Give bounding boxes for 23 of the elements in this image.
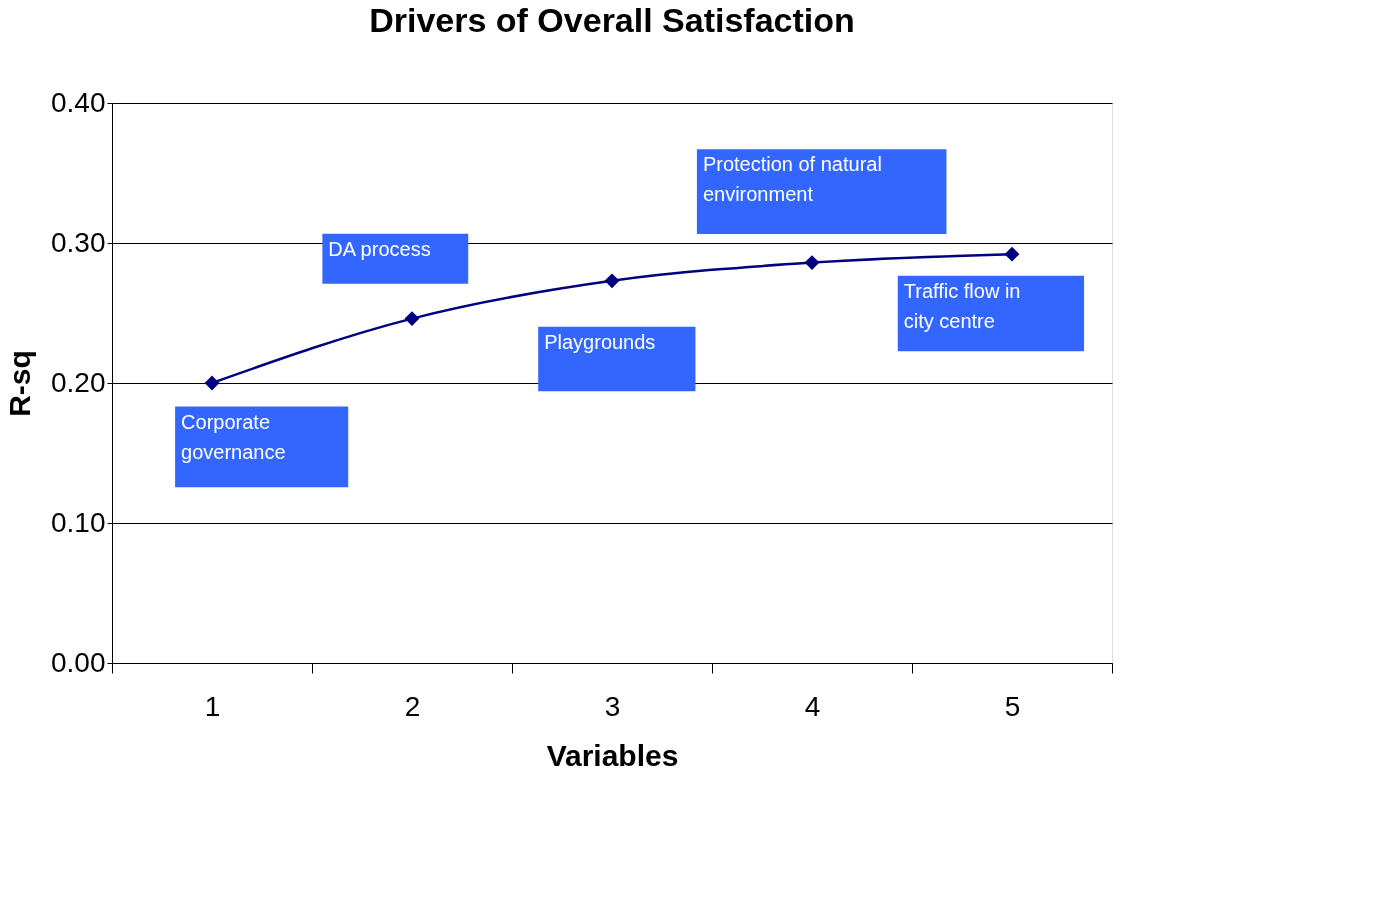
y-tick-label: 0.30 <box>51 226 106 258</box>
point <box>604 273 620 289</box>
point <box>404 311 420 327</box>
x-tick-label: 2 <box>404 690 421 722</box>
point <box>204 375 220 391</box>
annotation: Corporate governance <box>181 410 286 463</box>
y-axis-title: R-sq <box>3 350 36 417</box>
annotation: Traffic flow in city centre <box>903 279 1021 332</box>
x-tick-label: 5 <box>1004 690 1021 722</box>
annotation: DA process <box>328 237 431 260</box>
x-tick-label: 3 <box>604 690 621 722</box>
x-axis-title: Variables <box>546 738 679 772</box>
x-tick-label: 4 <box>804 690 821 722</box>
y-tick-label: 0.00 <box>51 646 106 678</box>
point <box>804 255 820 271</box>
chart-title: Drivers of Overall Satisfaction <box>369 1 855 39</box>
point <box>1004 246 1020 262</box>
annotation: Protection of natural environment <box>702 153 882 206</box>
y-tick-label: 0.10 <box>51 506 106 538</box>
x-tick-label: 1 <box>204 690 221 722</box>
y-tick-label: 0.20 <box>51 366 106 398</box>
y-tick-label: 0.40 <box>51 86 106 118</box>
annotation: Playgrounds <box>544 330 656 353</box>
